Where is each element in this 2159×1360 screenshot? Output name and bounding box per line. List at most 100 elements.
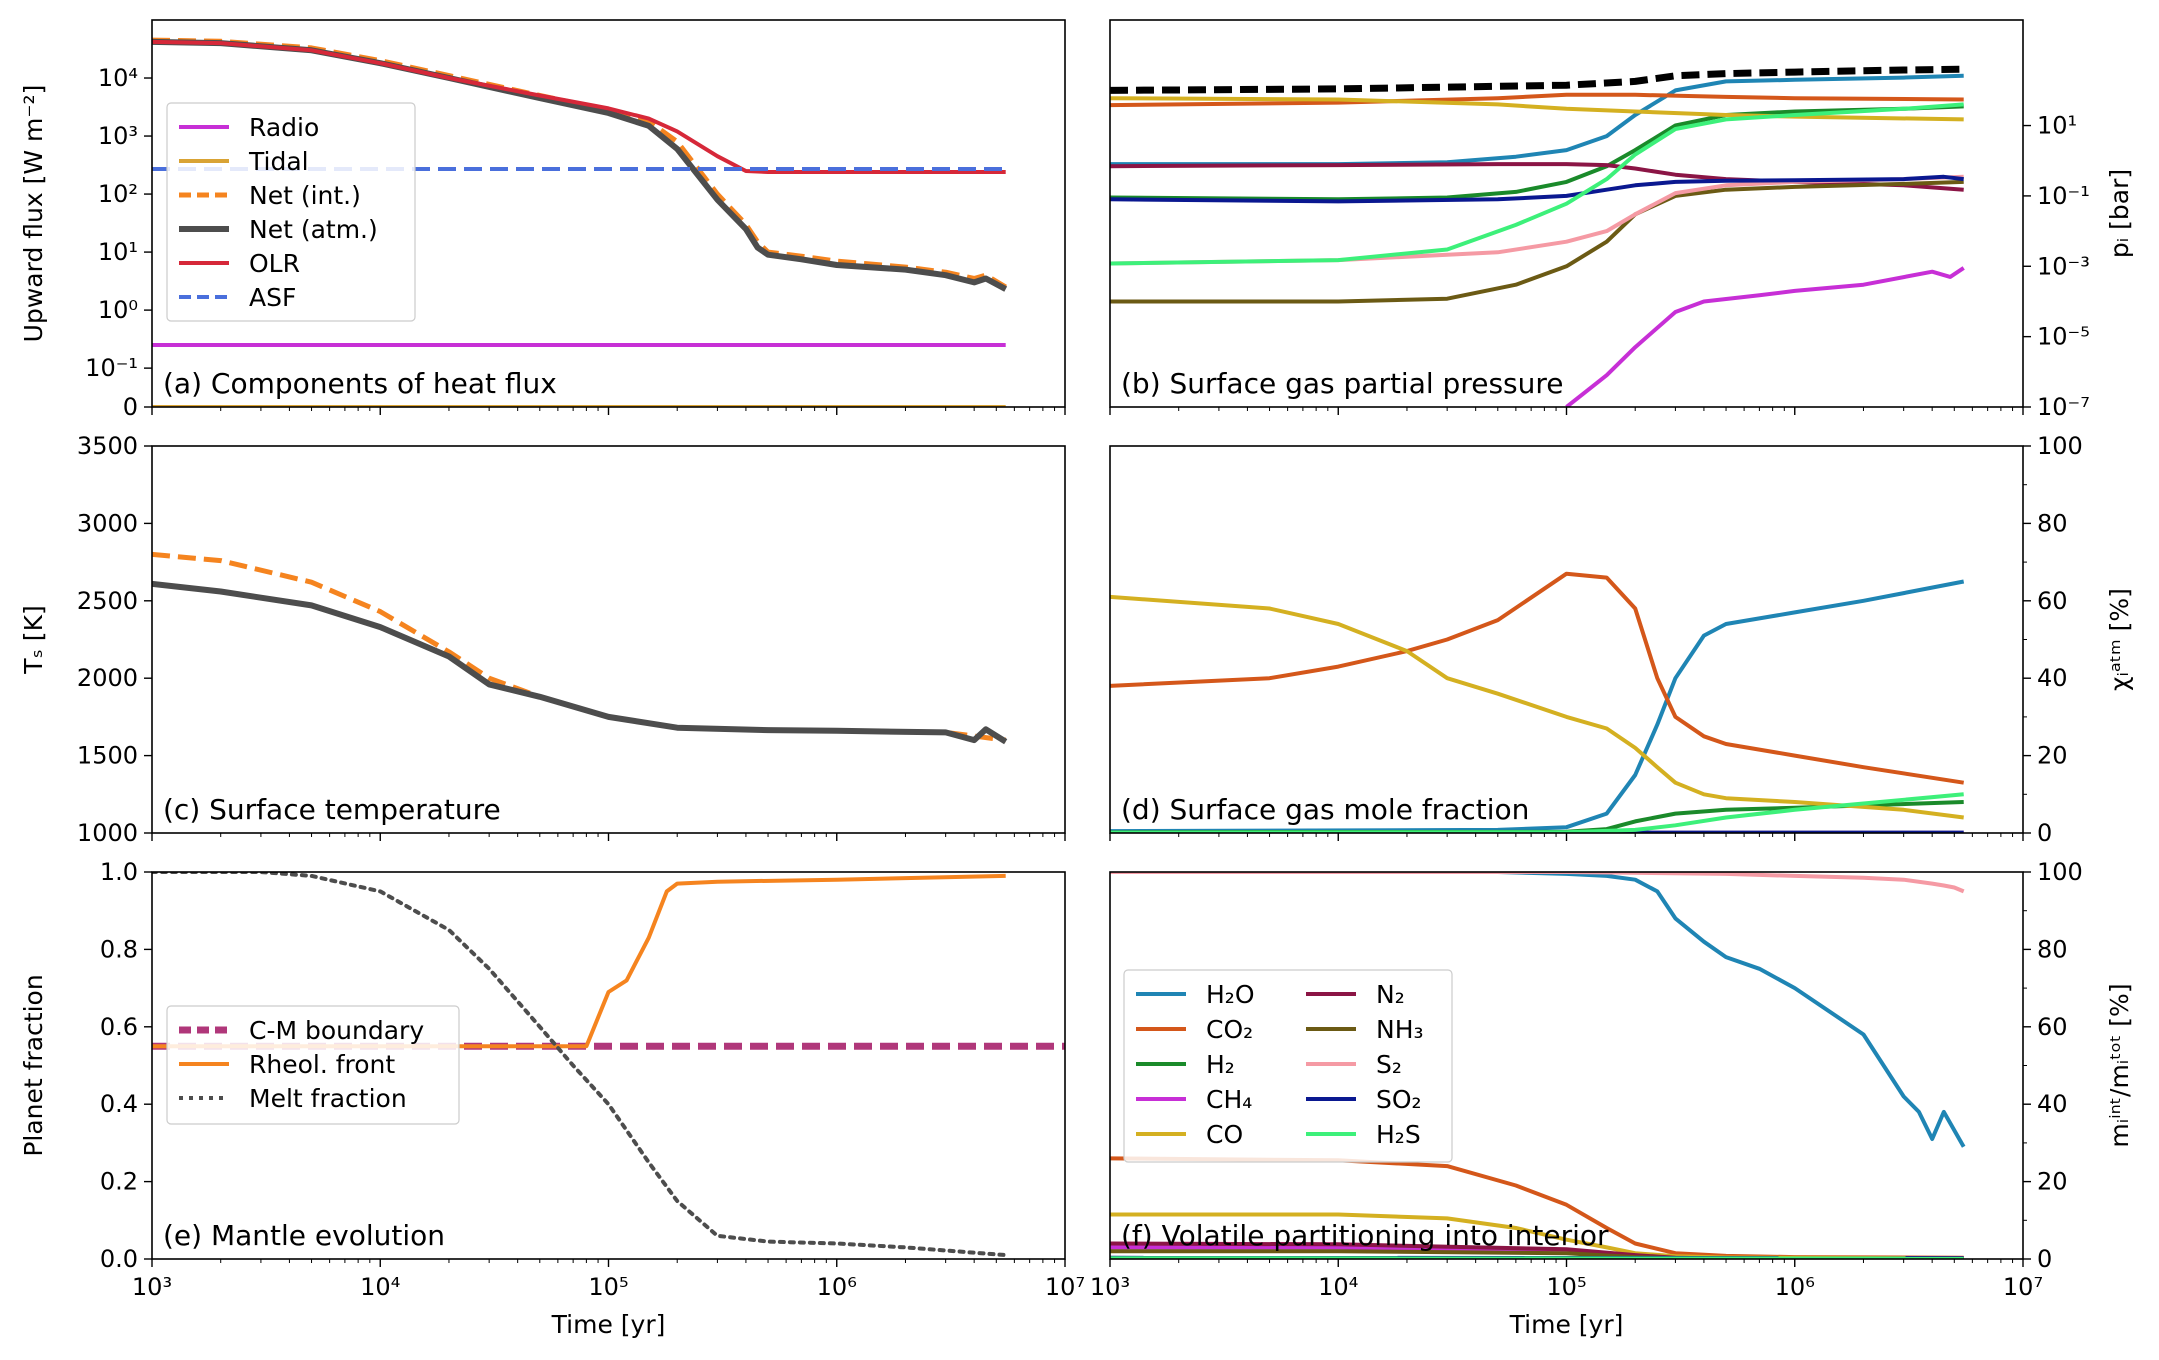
legend-label: H₂O	[1206, 980, 1255, 1009]
series-line-co	[1110, 571, 1965, 785]
panel-c: 1000 1500 2000 2500 3000 3500 Tₛ [K] (c) Surfac…	[19, 432, 1066, 847]
legend-label: C-M boundary	[249, 1016, 424, 1045]
panel-title: (d) Surface gas mole fraction	[1121, 793, 1529, 826]
y-tick-label: 40	[2037, 664, 2068, 692]
y-tick-label: 80	[2037, 935, 2068, 963]
y-tick-label: 10¹	[2037, 112, 2077, 140]
y-axis-label: Tₛ [K]	[19, 605, 48, 674]
legend-label: Melt fraction	[249, 1084, 407, 1113]
legend-label: OLR	[249, 249, 300, 278]
legend-label: CH₄	[1206, 1085, 1252, 1114]
series-line-ch	[1565, 266, 1965, 407]
panel-title: (c) Surface temperature	[163, 793, 501, 826]
series-line-net-atm	[152, 580, 1008, 745]
y-axis-label: Planet fraction	[19, 974, 48, 1156]
panel-title: (f) Volatile partitioning into interior	[1121, 1219, 1609, 1252]
y-tick-label: 20	[2037, 1168, 2068, 1196]
x-tick-label: 10⁶	[817, 1273, 857, 1301]
x-tick-label: 10³	[1090, 1273, 1130, 1301]
legend-label: Radio	[249, 113, 319, 142]
x-axis-label: Time [yr]	[551, 1310, 666, 1339]
y-tick-label: 10⁻⁵	[2037, 323, 2090, 351]
y-axis-label: Upward flux [W m⁻²]	[19, 85, 48, 343]
y-tick-label: 60	[2037, 587, 2068, 615]
panel-title: (a) Components of heat flux	[163, 367, 557, 400]
y-tick-label: 0.4	[100, 1090, 138, 1118]
x-tick-label: 10³	[132, 1273, 172, 1301]
legend-label: ASF	[249, 283, 296, 312]
x-tick-label: 10⁶	[1775, 1273, 1815, 1301]
legend-label: N₂	[1376, 980, 1405, 1009]
x-tick-label: 10⁴	[360, 1273, 400, 1301]
series-line-h-o	[1110, 872, 1966, 1148]
series-line-total	[1110, 65, 1964, 94]
y-tick-label: 10⁰	[98, 296, 138, 324]
y-tick-label: 10⁻¹	[85, 354, 138, 382]
y-tick-label: 40	[2037, 1090, 2068, 1118]
y-tick-label: 80	[2037, 509, 2068, 537]
legend-label: H₂	[1206, 1050, 1235, 1079]
y-axis-label: mᵢⁱⁿᵗ/mᵢᵗᵒᵗ [%]	[2105, 983, 2134, 1147]
legend-label: S₂	[1376, 1050, 1402, 1079]
legend-label: NH₃	[1376, 1015, 1424, 1044]
series-line-co	[1110, 594, 1964, 820]
series-group	[152, 37, 1008, 407]
series-line-h	[1110, 104, 1964, 202]
panel-b: 10⁻⁷ 10⁻⁵ 10⁻³ 10⁻¹ 10¹ pᵢ [bar] (b) Surface g…	[1109, 19, 2134, 421]
x-tick-label: 10⁷	[2003, 1273, 2043, 1301]
x-tick-label: 10⁴	[1318, 1273, 1358, 1301]
y-tick-label: 10¹	[98, 238, 138, 266]
y-tick-label: 10⁴	[98, 64, 138, 92]
legend-label: H₂S	[1376, 1120, 1421, 1149]
y-tick-label: 0.8	[100, 935, 138, 963]
y-tick-label: 100	[2037, 432, 2083, 460]
y-tick-label: 0.6	[100, 1013, 138, 1041]
series-line-olr	[152, 39, 1006, 174]
y-tick-label: 0	[123, 393, 138, 421]
panel-f: 10³ 10⁴ 10⁵ 10⁶ 10⁷ Time [yr] 0 20 40 60 80 100 mᵢⁱⁿ…	[1090, 858, 2134, 1339]
legend-label: Net (atm.)	[249, 215, 378, 244]
series-line-so	[1110, 174, 1964, 204]
y-tick-label: 2000	[77, 664, 138, 692]
y-tick-label: 3500	[77, 432, 138, 460]
panel-a: 0 10⁻¹ 10⁰ 10¹ 10² 10³ 10⁴ Upward flux [W m⁻²] (…	[19, 19, 1066, 421]
y-tick-label: 60	[2037, 1013, 2068, 1041]
legend-label: CO₂	[1206, 1015, 1253, 1044]
legend-label: Net (int.)	[249, 181, 361, 210]
series-line-rheol-front	[152, 873, 1006, 1049]
series-line-s	[1110, 872, 1965, 894]
y-tick-label: 10⁻³	[2037, 252, 2090, 280]
y-tick-label: 3000	[77, 509, 138, 537]
series-line-h-s	[1110, 102, 1964, 266]
legend-label: SO₂	[1376, 1085, 1422, 1114]
y-tick-label: 0	[2037, 819, 2052, 847]
y-tick-label: 10⁻⁷	[2037, 393, 2090, 421]
series-line-nh	[1110, 179, 1964, 304]
series-line-melt-fraction	[152, 872, 1008, 1258]
y-tick-label: 0	[2037, 1245, 2052, 1273]
legend-label: Rheol. front	[249, 1050, 395, 1079]
y-tick-label: 10²	[98, 180, 138, 208]
panel-title: (b) Surface gas partial pressure	[1121, 367, 1564, 400]
series-line-h-o	[1110, 579, 1965, 833]
y-tick-label: 1.0	[100, 858, 138, 886]
y-tick-label: 2500	[77, 587, 138, 615]
y-tick-label: 10⁻¹	[2037, 182, 2090, 210]
series-line-n	[1110, 162, 1964, 192]
y-tick-label: 10³	[98, 122, 138, 150]
series-group	[152, 872, 1065, 1258]
legend-box	[1123, 969, 1453, 1163]
panel-d: 0 20 40 60 80 100 χᵢᵃᵗᵐ [%] (d) Surface gas mol…	[1109, 432, 2134, 847]
x-tick-label: 10⁵	[1546, 1273, 1586, 1301]
series-group	[152, 551, 1008, 745]
x-tick-label: 10⁵	[588, 1273, 628, 1301]
series-group	[1110, 65, 1965, 407]
y-axis-label: χᵢᵃᵗᵐ [%]	[2105, 588, 2134, 691]
panel-title: (e) Mantle evolution	[163, 1219, 445, 1252]
y-tick-label: 20	[2037, 742, 2068, 770]
y-tick-label: 1000	[77, 819, 138, 847]
legend-box	[166, 1005, 460, 1125]
legend-label: CO	[1206, 1120, 1243, 1149]
y-tick-label: 100	[2037, 858, 2083, 886]
